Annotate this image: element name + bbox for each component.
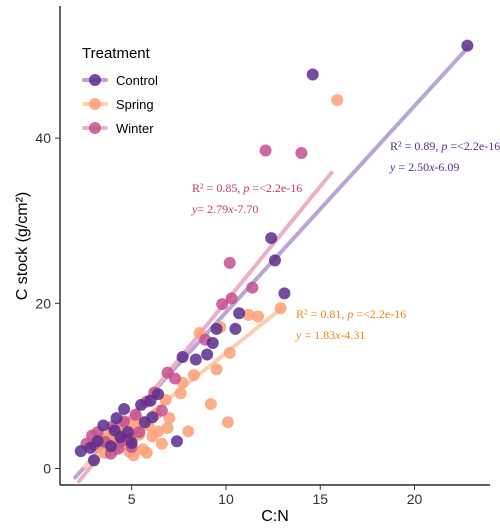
- regression-annotations: R² = 0.89, p =<2.2e-16 y = 2.50x-6.09 R² =…: [191, 139, 500, 342]
- point-spring: [136, 443, 149, 456]
- point-spring: [331, 94, 344, 107]
- point-control: [189, 353, 202, 366]
- data-points: [74, 39, 474, 467]
- point-control: [74, 445, 87, 458]
- point-control: [135, 398, 148, 411]
- point-control: [206, 336, 219, 349]
- point-control: [265, 232, 278, 245]
- point-spring: [242, 308, 255, 321]
- point-spring: [182, 425, 195, 438]
- point-control: [306, 68, 319, 81]
- legend-key-spring: [89, 98, 101, 110]
- point-winter: [216, 298, 229, 311]
- point-winter: [133, 426, 146, 439]
- x-axis-ticks: 5 10 15 20: [128, 485, 423, 507]
- legend-label-winter: Winter: [116, 121, 154, 136]
- point-control: [87, 454, 100, 467]
- point-control: [146, 411, 159, 424]
- legend: Treatment Control Spring Winter: [82, 45, 158, 136]
- y-tick-label: 40: [35, 130, 51, 146]
- point-winter: [129, 408, 142, 421]
- point-control: [201, 348, 214, 361]
- point-control: [229, 322, 242, 335]
- annotation-equation-control: y = 2.50x-6.09: [389, 160, 459, 174]
- point-control: [104, 440, 117, 453]
- point-control: [91, 435, 104, 448]
- x-tick-label: 10: [218, 491, 234, 507]
- y-axis-title: C stock (g/cm²): [14, 192, 31, 300]
- point-spring: [204, 398, 217, 411]
- point-winter: [223, 256, 236, 269]
- point-spring: [274, 302, 287, 315]
- annotation-equation-winter: y= 2.79x-7.70: [191, 202, 258, 216]
- annotation-stats-winter: R² = 0.85, p =<2.2e-16: [192, 181, 302, 195]
- point-spring: [152, 425, 165, 438]
- x-tick-label: 5: [128, 491, 136, 507]
- legend-title: Treatment: [82, 45, 151, 62]
- legend-label-spring: Spring: [116, 97, 154, 112]
- point-spring: [163, 412, 176, 425]
- point-control: [108, 424, 121, 437]
- point-control: [210, 322, 223, 335]
- point-spring: [210, 363, 223, 376]
- point-spring: [223, 346, 236, 359]
- annotation-stats-control: R² = 0.89, p =<2.2e-16: [390, 139, 500, 153]
- x-tick-label: 15: [312, 491, 328, 507]
- point-control: [97, 419, 110, 432]
- legend-key-control: [89, 74, 101, 86]
- point-winter: [169, 372, 182, 385]
- point-control: [170, 435, 183, 448]
- point-control: [176, 350, 189, 363]
- y-axis-ticks: 0 20 40: [35, 130, 60, 476]
- point-control: [121, 426, 134, 439]
- point-control: [278, 287, 291, 300]
- x-tick-label: 20: [407, 491, 423, 507]
- point-control: [269, 254, 281, 267]
- point-winter: [155, 404, 168, 417]
- point-winter: [295, 147, 308, 160]
- point-winter: [246, 281, 259, 294]
- point-spring: [252, 310, 265, 323]
- point-control: [144, 394, 157, 407]
- point-control: [461, 39, 474, 52]
- point-spring: [174, 387, 187, 400]
- point-control: [233, 307, 246, 320]
- point-control: [110, 412, 123, 425]
- point-spring: [161, 422, 174, 435]
- point-winter: [225, 292, 238, 305]
- y-tick-label: 0: [43, 460, 51, 476]
- point-spring: [155, 437, 168, 450]
- annotation-stats-spring: R² = 0.81, p =<2.2e-16: [296, 307, 406, 321]
- x-axis-title: C:N: [261, 508, 289, 525]
- point-spring: [221, 416, 234, 429]
- point-control: [118, 403, 131, 416]
- point-spring: [187, 369, 200, 382]
- point-control: [125, 436, 138, 449]
- legend-key-winter: [89, 122, 101, 134]
- point-winter: [259, 144, 272, 157]
- y-tick-label: 20: [35, 295, 51, 311]
- annotation-equation-spring: y = 1.83x-4.31: [295, 328, 365, 342]
- legend-label-control: Control: [116, 73, 158, 88]
